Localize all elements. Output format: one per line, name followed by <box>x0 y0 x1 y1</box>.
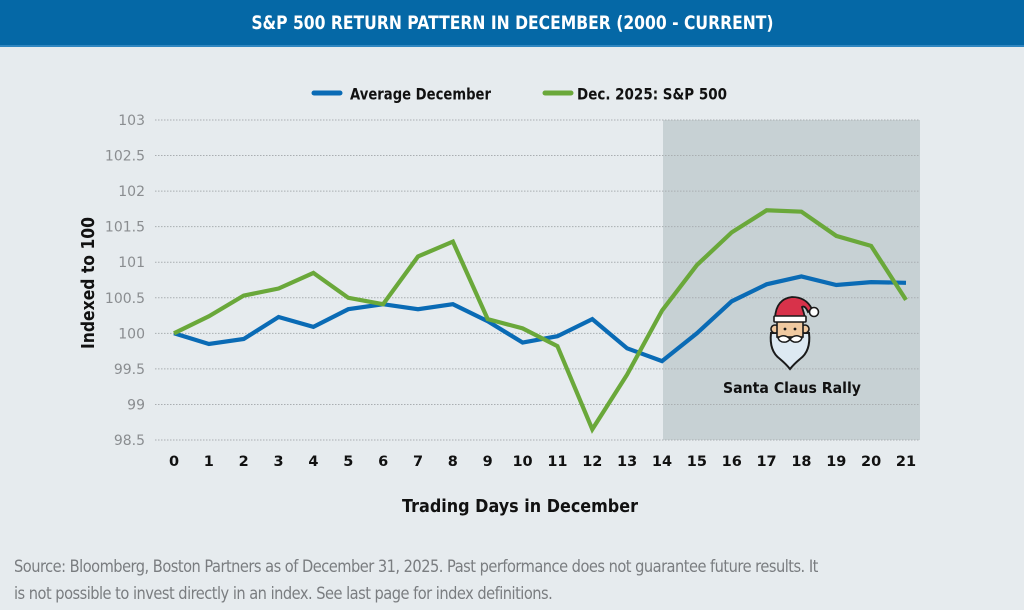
x-tick-label: 10 <box>512 454 532 470</box>
y-tick-label: 102 <box>118 184 145 200</box>
y-tick-label: 99.5 <box>114 362 145 378</box>
legend-label-dec-2025: Dec. 2025: S&P 500 <box>577 85 727 104</box>
series-line-dec-2025 <box>173 208 908 434</box>
x-tick-label: 15 <box>687 454 707 470</box>
x-tick-label: 20 <box>861 454 881 470</box>
x-tick-label: 8 <box>448 454 458 470</box>
x-tick-label: 13 <box>617 454 637 470</box>
y-axis-title: Indexed to 100 <box>78 217 99 349</box>
x-tick-label: 16 <box>722 454 742 470</box>
x-tick-label: 4 <box>308 454 318 470</box>
x-tick-label: 9 <box>483 454 493 470</box>
x-tick-label: 7 <box>413 454 423 470</box>
y-tick-label: 102.5 <box>105 149 145 165</box>
x-tick-label: 14 <box>652 454 672 470</box>
y-tick-label: 99 <box>127 397 145 413</box>
legend-label-average-december: Average December <box>350 85 491 104</box>
x-tick-label: 5 <box>343 454 353 470</box>
chart-title: S&P 500 RETURN PATTERN IN DECEMBER (2000… <box>250 11 774 34</box>
annotation-santa-claus-rally: Santa Claus Rally <box>723 379 861 397</box>
y-tick-label: 98.5 <box>114 433 145 449</box>
x-tick-label: 0 <box>169 454 179 470</box>
x-tick-label: 11 <box>547 454 567 470</box>
source-note: Source: Bloomberg, Boston Partners as of… <box>14 554 1014 608</box>
y-tick-label: 100.5 <box>105 291 145 307</box>
y-tick-label: 103 <box>118 113 145 129</box>
santa-icon <box>769 296 820 371</box>
legend: Average December Dec. 2025: S&P 500 <box>311 85 727 104</box>
x-tick-label: 6 <box>378 454 388 470</box>
x-tick-label: 19 <box>826 454 846 470</box>
x-tick-label: 3 <box>274 454 284 470</box>
x-tick-label: 1 <box>204 454 214 470</box>
x-tick-label: 21 <box>896 454 916 470</box>
y-tick-label: 101 <box>118 255 145 271</box>
x-tick-label: 17 <box>756 454 776 470</box>
source-line-1: Source: Bloomberg, Boston Partners as of… <box>14 557 818 577</box>
source-line-2: is not possible to invest directly in an… <box>14 584 553 604</box>
y-tick-label: 100 <box>118 326 145 342</box>
x-axis-title: Trading Days in December <box>402 496 638 517</box>
chart-title-banner: S&P 500 RETURN PATTERN IN DECEMBER (2000… <box>0 0 1024 47</box>
x-tick-label: 12 <box>582 454 602 470</box>
y-tick-label: 101.5 <box>105 220 145 236</box>
x-tick-label: 2 <box>239 454 249 470</box>
x-tick-label: 18 <box>791 454 811 470</box>
